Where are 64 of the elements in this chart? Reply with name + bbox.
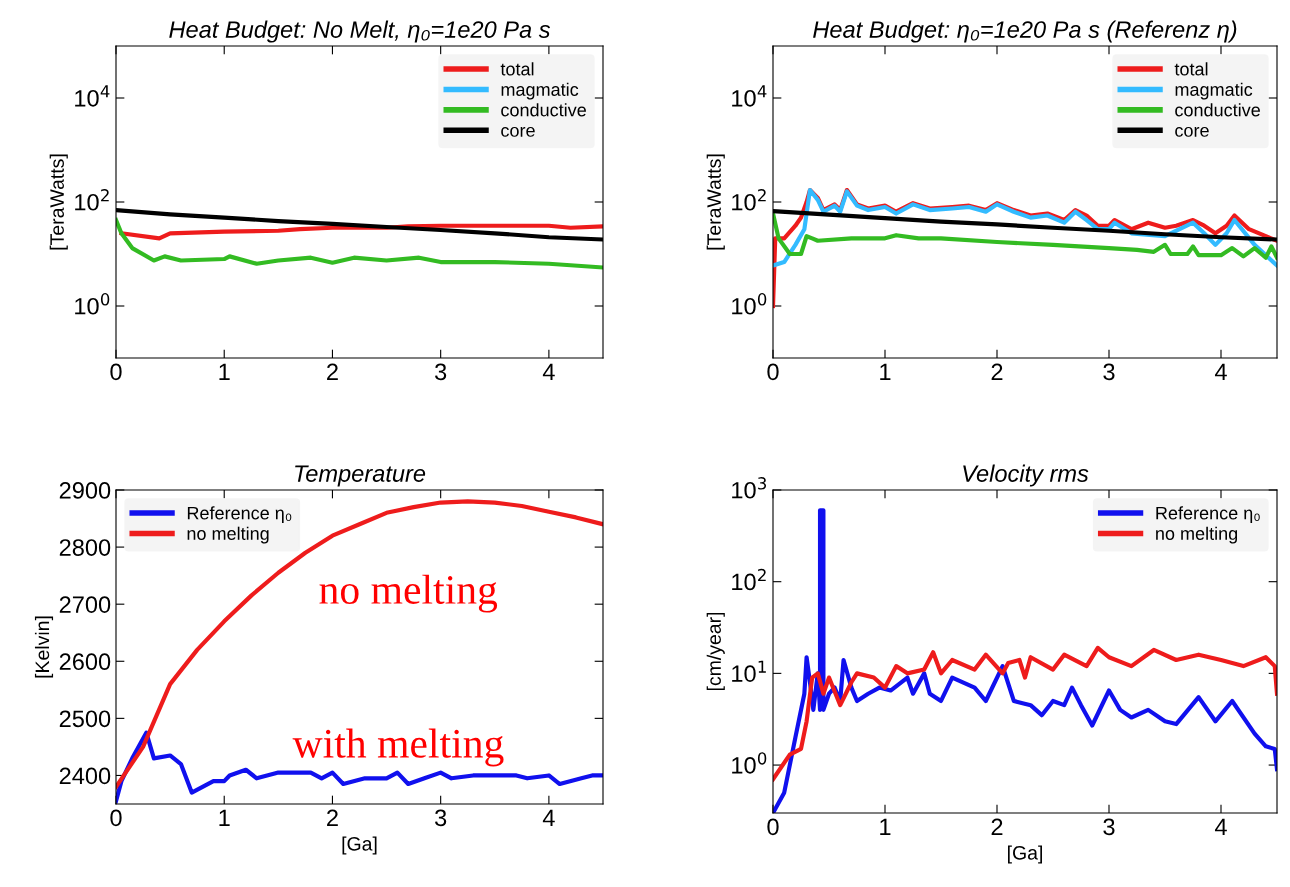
x-tick-label: 1	[219, 809, 230, 826]
x-tick-label: 2	[991, 363, 1003, 380]
x-tick-label: 2	[327, 363, 338, 380]
line-series	[773, 211, 1277, 260]
x-tick-label: 4	[1214, 818, 1227, 835]
x-tick-label: 3	[435, 809, 447, 827]
y-axis-title: [Kelvin]	[34, 616, 54, 678]
y-tick-label: 10$^{3}$	[732, 477, 767, 499]
y-tick-label: 10$^{4}$	[732, 85, 767, 107]
y-tick-label: 2500	[59, 710, 111, 728]
legend-label: no melting	[1156, 526, 1238, 544]
legend-label: conductive	[1175, 103, 1260, 117]
y-tick-label: 2700	[59, 596, 111, 613]
line-series	[116, 217, 603, 270]
x-tick-label: 3	[1103, 363, 1115, 381]
y-tick-label: 10$^{2}$	[732, 568, 766, 591]
x-tick-label: 1	[880, 363, 891, 380]
y-axis-title: [TeraWatts]	[706, 154, 725, 250]
y-axis-title: [TeraWatts]	[49, 154, 68, 250]
x-axis-title: [Ga]	[1008, 845, 1042, 864]
legend-label: conductive	[501, 103, 586, 117]
line-series	[116, 499, 603, 789]
legend-label: core	[501, 126, 535, 137]
y-tick-label: 2400	[59, 767, 111, 785]
y-tick-label: 10$^{0}$	[75, 293, 110, 315]
chart-title: Velocity rms	[963, 464, 1089, 487]
legend-label: magmatic	[1175, 82, 1253, 100]
y-tick-label: 10$^{2}$	[732, 189, 766, 211]
x-tick-label: 3	[1103, 818, 1115, 836]
x-tick-label: 0	[110, 809, 122, 827]
chart-title: Heat Budget: η₀=1e20 Pa s (Referenz η)	[813, 20, 1237, 43]
y-tick-label: 2600	[59, 653, 111, 671]
legend-label: total	[500, 62, 534, 76]
y-tick-label: 2800	[59, 539, 111, 556]
x-tick-label: 1	[219, 363, 230, 380]
legend-label: Reference η₀	[187, 506, 292, 524]
x-tick-label: 0	[110, 363, 122, 381]
x-tick-label: 2	[327, 809, 338, 826]
legend-label: no melting	[187, 526, 269, 544]
y-tick-label: 10$^{2}$	[75, 189, 109, 211]
x-tick-label: 4	[542, 809, 555, 826]
legend-label: core	[1175, 126, 1209, 137]
y-tick-label: 10$^{0}$	[732, 293, 767, 315]
x-tick-label: 0	[767, 363, 779, 381]
chart-title: Heat Budget: No Melt, η₀=1e20 Pa s	[169, 20, 551, 43]
annotation: with melting	[292, 728, 504, 767]
y-tick-label: 10$^{4}$	[75, 85, 110, 107]
y-tick-label: 2900	[59, 482, 111, 499]
x-tick-label: 1	[880, 818, 891, 835]
chart-title: Temperature	[295, 465, 426, 487]
y-tick-label: 10$^{1}$	[732, 660, 766, 682]
legend-label: Reference η₀	[1156, 506, 1260, 524]
x-tick-label: 2	[991, 818, 1003, 835]
x-axis-title: [Ga]	[342, 836, 377, 855]
x-tick-label: 4	[1214, 363, 1227, 380]
annotation: no melting	[319, 574, 498, 613]
x-tick-label: 0	[767, 818, 779, 836]
x-tick-label: 3	[435, 363, 447, 381]
x-tick-label: 4	[542, 363, 555, 380]
y-axis-title: [cm/year]	[706, 612, 725, 691]
legend-label: total	[1174, 62, 1208, 76]
line-series	[773, 645, 1277, 782]
y-tick-label: 10$^{0}$	[732, 752, 767, 774]
legend-label: magmatic	[501, 82, 579, 100]
